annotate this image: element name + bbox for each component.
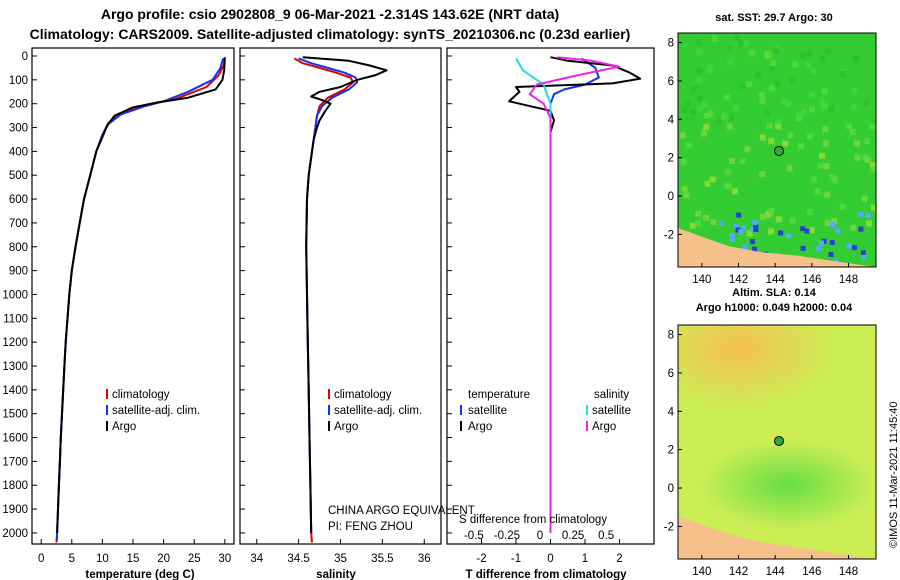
y-tick-label: 700 xyxy=(9,218,28,230)
s-tick-label: -0.5 xyxy=(464,530,484,542)
x-tick-label: -2 xyxy=(476,553,486,565)
s-tick-label: 0.25 xyxy=(562,530,584,542)
lines-layer xyxy=(55,56,642,543)
x-tick-label: 15 xyxy=(127,553,140,565)
temperature-legend: climatology satellite-adj. clim. Argo xyxy=(106,389,200,433)
series-line-satellite-adj-clim- xyxy=(55,58,224,541)
x-tick-label: 35 xyxy=(334,553,347,565)
y-tick-label: 400 xyxy=(9,146,28,158)
legend-climatology-label: climatology xyxy=(334,389,392,401)
legend-climatology-label: climatology xyxy=(112,389,170,401)
series-line-t-argo xyxy=(508,56,642,533)
x-tick-label: 34.5 xyxy=(287,553,309,565)
equivalent-note: CHINA ARGO EQUIVALENT xyxy=(328,505,475,517)
legend-temperature-title: temperature xyxy=(468,389,530,401)
y-tick-label: 1400 xyxy=(2,385,28,397)
y-tick-label: 1900 xyxy=(2,504,28,516)
series-line-argo xyxy=(302,56,388,533)
title-line-2: Climatology: CARS2009. Satellite-adjuste… xyxy=(29,26,631,42)
y-tick-label: 100 xyxy=(9,75,28,87)
salinity-legend: climatology satellite-adj. clim. Argo xyxy=(328,389,422,433)
y-tick-label: 500 xyxy=(9,170,28,182)
s-tick-label: 0 xyxy=(537,530,543,542)
y-tick-label: 200 xyxy=(9,99,28,111)
legend-satellite-label: satellite-adj. clim. xyxy=(334,405,422,417)
x-tick-label: 2 xyxy=(616,553,622,565)
x-tick-label: 5 xyxy=(69,553,75,565)
y-tick-label: 1700 xyxy=(2,456,28,468)
y-tick-label: 0 xyxy=(22,51,28,63)
y-tick-label: 1500 xyxy=(2,409,28,421)
y-tick-label: 1600 xyxy=(2,433,28,445)
y-tick-label: 1000 xyxy=(2,289,28,301)
legend-t-argo-label: Argo xyxy=(468,421,492,433)
difference-xlabel: T difference from climatology xyxy=(465,569,627,580)
salinity-xlabel: salinity xyxy=(316,569,356,580)
x-tick-label: 35.5 xyxy=(371,553,393,565)
x-tick-label: 30 xyxy=(218,553,231,565)
y-tick-label: 900 xyxy=(9,266,28,278)
series-line-t-satellite xyxy=(549,57,600,533)
imos-credit: ©IMOS 11-Mar-2021 11:45:40 xyxy=(888,401,900,549)
s-tick-label: -0.25 xyxy=(494,530,520,542)
pi-note: PI: FENG ZHOU xyxy=(328,521,413,533)
series-line-argo xyxy=(56,57,226,533)
y-tick-label: 800 xyxy=(9,242,28,254)
temperature-axes xyxy=(31,47,235,545)
y-tick-label: 2000 xyxy=(2,528,28,540)
legend-t-satellite-label: satellite xyxy=(468,405,507,417)
s-tick-label: 0.5 xyxy=(598,530,614,542)
x-tick-label: 0 xyxy=(38,553,44,565)
x-tick-label: 25 xyxy=(188,553,201,565)
y-tick-label: 1800 xyxy=(2,480,28,492)
legend-s-argo-label: Argo xyxy=(592,421,616,433)
title-line-1: Argo profile: csio 2902808_9 06-Mar-2021… xyxy=(100,6,560,22)
sla-map-title-1: Altim. SLA: 0.14 xyxy=(732,287,816,299)
series-line-climatology xyxy=(55,58,226,543)
y-tick-label: 1100 xyxy=(3,313,28,325)
ticks-layer: 0100200300400500600700800900100011001200… xyxy=(2,51,622,565)
x-tick-label: 34 xyxy=(250,553,263,565)
difference-legend: temperature salinity satellite Argo sate… xyxy=(460,389,631,433)
y-tick-label: 600 xyxy=(9,194,28,206)
x-tick-label: 36 xyxy=(418,553,431,565)
y-tick-label: 300 xyxy=(9,123,28,135)
legend-argo-label: Argo xyxy=(334,421,358,433)
sla-map-title-2: Argo h1000: 0.049 h2000: 0.04 xyxy=(695,302,853,314)
series-line-s-satellite xyxy=(515,57,552,533)
x-tick-label: -1 xyxy=(511,553,521,565)
legend-s-satellite-label: satellite xyxy=(592,405,631,417)
legend-argo-label: Argo xyxy=(112,421,136,433)
x-tick-label: 10 xyxy=(96,553,109,565)
y-tick-label: 1200 xyxy=(2,337,28,349)
temperature-xlabel: temperature (deg C) xyxy=(85,569,194,580)
salinity-axes xyxy=(239,47,442,545)
sst-map-title: sat. SST: 29.7 Argo: 30 xyxy=(715,12,833,24)
y-tick-label: 1300 xyxy=(2,361,28,373)
series-line-climatology xyxy=(293,57,355,543)
s-difference-label: S difference from climatology xyxy=(459,514,607,526)
x-tick-label: 20 xyxy=(157,553,170,565)
legend-satellite-label: satellite-adj. clim. xyxy=(112,405,200,417)
x-tick-label: 0 xyxy=(547,553,553,565)
legend-salinity-title: salinity xyxy=(594,389,629,401)
series-line-s-argo xyxy=(528,56,621,533)
x-tick-label: 1 xyxy=(582,553,588,565)
